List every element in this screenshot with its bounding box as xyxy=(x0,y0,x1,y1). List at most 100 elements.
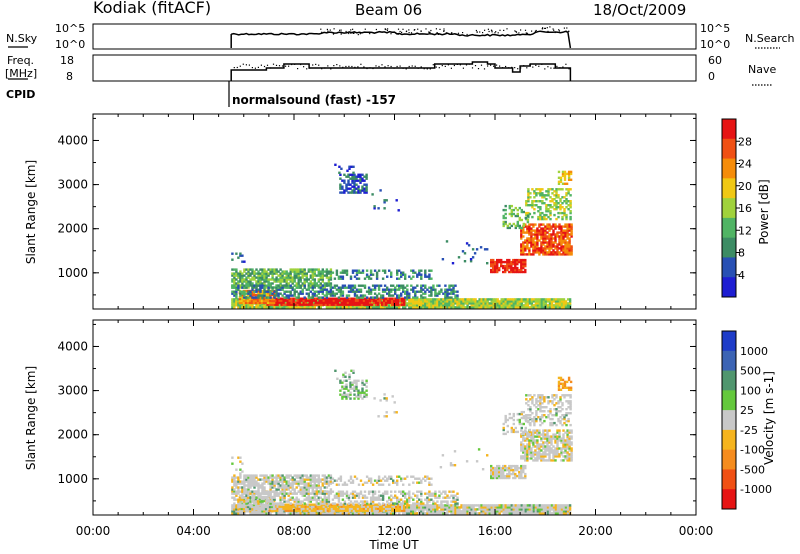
heatmap-cell xyxy=(249,484,252,487)
heatmap-cell xyxy=(531,188,534,191)
heatmap-cell xyxy=(400,286,403,289)
heatmap-cell xyxy=(231,268,234,271)
heatmap-cell xyxy=(339,477,343,480)
heatmap-cell xyxy=(381,477,385,480)
heatmap-cell xyxy=(289,280,292,283)
heatmap-cell xyxy=(404,306,407,309)
heatmap-cell xyxy=(251,496,254,499)
heatmap-cell xyxy=(549,200,552,203)
heatmap-cell xyxy=(241,486,244,489)
heatmap-cell xyxy=(284,303,287,306)
heatmap-cell xyxy=(442,510,445,513)
heatmap-cell xyxy=(294,509,297,512)
heatmap-cell xyxy=(269,306,272,309)
heatmap-cell xyxy=(251,510,254,513)
heatmap-cell xyxy=(316,303,319,306)
heatmap-cell xyxy=(478,302,481,305)
heatmap-cell xyxy=(442,504,445,507)
heatmap-cell xyxy=(537,217,540,221)
heatmap-cell xyxy=(566,508,570,511)
heatmap-cell xyxy=(482,302,485,305)
heatmap-cell xyxy=(368,303,372,306)
heatmap-cell xyxy=(570,229,573,232)
heatmap-cell xyxy=(251,508,254,511)
heatmap-cell xyxy=(412,290,415,293)
heatmap-cell xyxy=(370,303,374,306)
heatmap-cell xyxy=(355,273,359,276)
heatmap-cell xyxy=(563,210,566,213)
heatmap-cell xyxy=(559,176,563,179)
heatmap-cell xyxy=(510,506,513,509)
heatmap-cell xyxy=(518,302,521,305)
heatmap-cell xyxy=(569,170,573,174)
heatmap-cell xyxy=(428,273,431,276)
nsearch-point xyxy=(332,33,335,35)
heatmap-cell xyxy=(472,298,475,301)
heatmap-cell xyxy=(263,272,266,275)
heatmap-cell xyxy=(268,503,272,507)
heatmap-cell xyxy=(288,505,291,508)
heatmap-cell xyxy=(440,300,443,303)
heatmap-cell xyxy=(359,296,363,299)
heatmap-cell xyxy=(492,268,495,272)
heatmap-cell xyxy=(307,294,310,297)
heatmap-cell xyxy=(430,286,433,289)
heatmap-cell xyxy=(353,187,356,190)
heatmap-cell xyxy=(412,504,415,507)
heatmap-cell xyxy=(245,488,248,491)
heatmap-cell xyxy=(454,302,457,305)
heatmap-cell xyxy=(239,304,242,307)
heatmap-cell xyxy=(329,488,333,491)
heatmap-cell xyxy=(307,476,310,479)
heatmap-cell xyxy=(353,175,356,178)
heatmap-cell xyxy=(470,304,473,307)
heatmap-cell xyxy=(348,167,351,170)
heatmap-cell xyxy=(292,507,295,510)
heatmap-cell xyxy=(496,266,499,270)
heatmap-cell xyxy=(553,208,556,211)
heatmap-cell xyxy=(514,298,517,301)
nsearch-point xyxy=(350,32,352,34)
nsearch-point xyxy=(369,33,371,35)
heatmap-cell xyxy=(293,306,296,309)
heatmap-cell xyxy=(385,505,388,508)
heatmap-cell xyxy=(339,475,343,478)
heatmap-cell xyxy=(317,480,320,483)
heatmap-cell xyxy=(325,512,329,515)
heatmap-cell xyxy=(317,292,320,295)
heatmap-cell xyxy=(458,510,461,513)
heatmap-cell xyxy=(548,508,552,511)
heatmap-cell xyxy=(566,235,569,238)
heatmap-cell xyxy=(442,304,445,307)
heatmap-cell xyxy=(329,274,333,277)
heatmap-cell xyxy=(245,476,248,479)
heatmap-cell xyxy=(534,243,537,246)
heatmap-cell xyxy=(363,284,367,287)
heatmap-cell xyxy=(249,278,252,281)
heatmap-cell xyxy=(277,474,280,477)
heatmap-cell xyxy=(399,507,402,510)
heatmap-cell xyxy=(566,253,569,256)
heatmap-cell xyxy=(550,235,553,238)
heatmap-cell xyxy=(272,303,275,306)
heatmap-cell xyxy=(428,277,431,280)
heatmap-cell xyxy=(322,505,325,508)
heatmap-cell xyxy=(239,286,242,289)
heatmap-cell xyxy=(247,282,250,285)
heatmap-cell xyxy=(305,292,308,295)
heatmap-cell xyxy=(301,476,304,479)
heatmap-cell xyxy=(250,505,254,509)
heatmap-cell xyxy=(330,301,334,304)
heatmap-cell xyxy=(548,241,551,244)
heatmap-cell xyxy=(303,486,306,489)
heatmap-cell xyxy=(248,503,252,507)
heatmap-cell xyxy=(498,260,501,264)
nsearch-point xyxy=(327,30,329,32)
heatmap-cell xyxy=(456,304,459,307)
heatmap-cell xyxy=(269,496,272,499)
heatmap-cell xyxy=(273,278,276,281)
heatmap-cell xyxy=(331,290,335,293)
heatmap-cell xyxy=(548,302,552,305)
heatmap-cell xyxy=(490,270,493,274)
heatmap-cell xyxy=(547,215,550,219)
